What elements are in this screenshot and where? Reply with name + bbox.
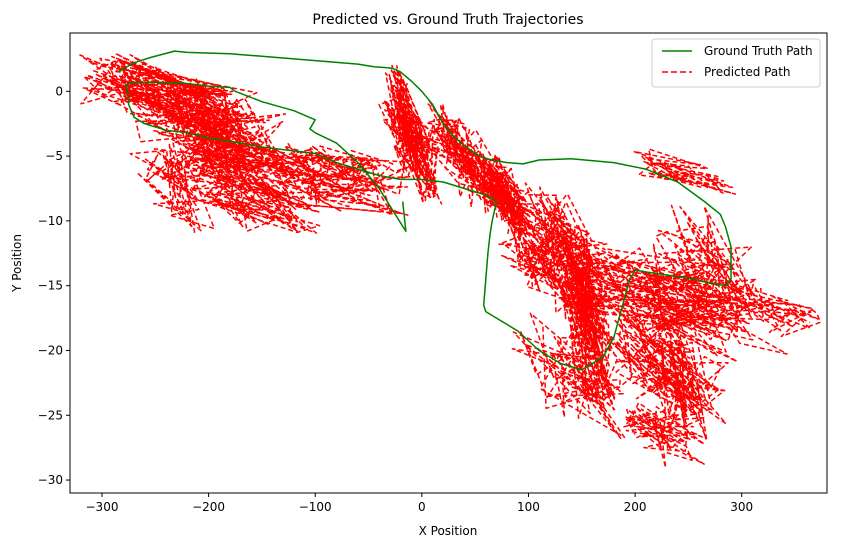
predicted-path-segment — [623, 401, 705, 469]
predicted-path-segment — [605, 304, 738, 440]
x-tick-label: 100 — [517, 500, 540, 514]
y-axis-label: Y Position — [10, 234, 24, 293]
predicted-path-segment — [468, 148, 532, 236]
y-tick-label: −15 — [38, 279, 63, 293]
y-tick-label: −10 — [38, 214, 63, 228]
x-axis-ticks: −300 −200 −100 0 100 200 300 — [86, 493, 753, 514]
predicted-path-layer — [79, 52, 822, 469]
x-tick-label: 0 — [418, 500, 426, 514]
x-tick-label: −100 — [299, 500, 332, 514]
x-axis-label: X Position — [419, 524, 478, 538]
predicted-path-segment — [726, 282, 822, 338]
predicted-path-segment — [153, 113, 327, 225]
y-tick-label: 0 — [55, 84, 63, 98]
y-tick-label: −30 — [38, 473, 63, 487]
y-tick-label: −5 — [45, 149, 63, 163]
predicted-path-segment — [260, 143, 412, 216]
predicted-path-segment — [492, 178, 619, 326]
ground-truth-path-line — [117, 50, 732, 371]
x-tick-label: −300 — [86, 500, 119, 514]
y-axis-ticks: 0 −5 −10 −15 −20 −25 −30 — [38, 84, 70, 487]
predicted-path-segment — [557, 224, 618, 411]
legend: Ground Truth Path Predicted Path — [651, 38, 821, 88]
predicted-path-segment — [511, 312, 635, 440]
predicted-path-segment — [420, 98, 512, 215]
y-tick-label: −25 — [38, 408, 63, 422]
ground-truth-path-layer — [117, 50, 732, 371]
predicted-path-segment — [654, 204, 756, 324]
x-tick-label: 200 — [624, 500, 647, 514]
legend-label-predicted: Predicted Path — [704, 65, 791, 79]
predicted-path-segment — [378, 64, 443, 205]
predicted-path-segment — [129, 143, 216, 235]
y-tick-label: −20 — [38, 343, 63, 357]
x-tick-label: −200 — [192, 500, 225, 514]
predicted-path-segment — [633, 148, 737, 195]
x-tick-label: 300 — [730, 500, 753, 514]
plot-area — [79, 50, 822, 469]
legend-label-ground-truth: Ground Truth Path — [704, 44, 813, 58]
plot-frame — [69, 32, 828, 494]
chart-title: Predicted vs. Ground Truth Trajectories — [312, 12, 583, 28]
predicted-path-segment — [191, 173, 321, 234]
legend-box — [651, 38, 821, 88]
